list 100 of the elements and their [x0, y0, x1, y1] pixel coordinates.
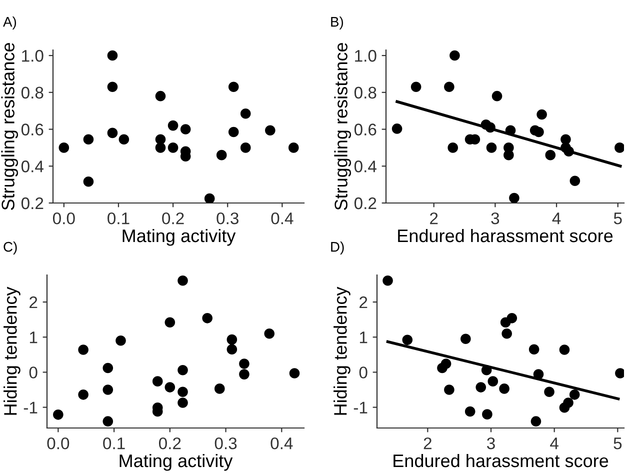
point	[102, 384, 114, 395]
point	[482, 409, 492, 420]
point	[178, 386, 188, 398]
point	[226, 334, 238, 345]
point	[164, 382, 176, 392]
point	[155, 142, 166, 153]
point	[464, 406, 476, 417]
point	[444, 82, 454, 92]
x-tick-label: 0.2	[158, 437, 181, 450]
y-tick-label: 0.2	[354, 197, 376, 210]
point	[569, 390, 580, 400]
x-tick-label: 0.0	[47, 437, 70, 450]
point	[288, 142, 299, 153]
point	[178, 398, 188, 408]
x-tick-label: 5	[614, 438, 622, 450]
point	[534, 126, 544, 138]
chart-title: D)	[331, 242, 344, 254]
x-axis-title: Endured harassment score	[394, 454, 608, 468]
point	[180, 124, 191, 134]
y-axis-title: Struggling resistance	[334, 42, 352, 210]
x-tick-label: 3	[491, 212, 500, 224]
point	[118, 134, 130, 145]
point	[78, 390, 88, 400]
point	[486, 142, 497, 153]
y-tick-label: 2	[360, 296, 368, 308]
y-tick-label: -1	[354, 402, 368, 414]
point	[178, 364, 188, 376]
point	[402, 334, 413, 346]
x-tick-label: 0.1	[108, 212, 130, 224]
point	[116, 335, 126, 346]
point	[544, 386, 554, 398]
point	[202, 313, 212, 324]
point	[239, 369, 250, 380]
chart-title: A)	[3, 16, 16, 30]
point	[528, 344, 540, 355]
x-tick-label: 4	[552, 212, 561, 224]
point	[559, 344, 570, 355]
point	[83, 176, 94, 187]
point	[58, 142, 70, 153]
point	[107, 82, 118, 92]
y-tick-label: 0	[29, 366, 38, 378]
point	[168, 142, 178, 153]
point	[102, 416, 114, 426]
point	[504, 150, 514, 160]
y-tick-label: 0.8	[21, 86, 44, 99]
chart-title: B)	[331, 16, 344, 30]
point	[168, 120, 178, 131]
point	[502, 328, 512, 339]
point	[240, 108, 251, 119]
point	[488, 376, 498, 386]
y-tick-label: 1	[360, 332, 368, 344]
point	[533, 369, 544, 380]
x-tick-label: 0.4	[270, 437, 293, 450]
x-tick-label: 0.3	[214, 437, 237, 450]
x-tick-label: 2	[424, 437, 432, 450]
chart-title: C)	[4, 242, 17, 254]
point	[570, 176, 580, 186]
point	[481, 364, 492, 376]
point	[164, 317, 176, 328]
point	[204, 193, 215, 203]
point	[509, 192, 520, 203]
y-tick-label: 0.8	[354, 86, 376, 99]
point	[53, 410, 64, 420]
x-tick-label: 0.4	[271, 212, 294, 224]
point	[536, 109, 547, 120]
y-tick-label: 0.6	[354, 124, 376, 136]
y-tick-label: 0.6	[21, 124, 44, 136]
point	[506, 313, 518, 324]
point	[545, 150, 556, 160]
point	[614, 142, 624, 153]
point	[228, 126, 239, 138]
point	[382, 275, 393, 286]
point	[214, 384, 225, 394]
point	[505, 125, 516, 136]
x-tick-label: 0.0	[52, 212, 75, 224]
point	[444, 384, 454, 395]
point	[78, 344, 88, 355]
point	[485, 122, 496, 133]
y-tick-label: 1	[30, 332, 38, 344]
point	[155, 90, 166, 102]
x-tick-label: 0.1	[103, 437, 125, 450]
point	[392, 124, 402, 134]
y-axis-title: Hiding tendency	[4, 286, 20, 415]
point	[530, 416, 542, 426]
x-tick-label: 0.2	[162, 212, 184, 224]
x-tick-label: 4	[550, 438, 558, 450]
x-axis-title: Mating activity	[120, 454, 233, 471]
point	[107, 128, 118, 138]
point	[492, 90, 502, 102]
point	[239, 358, 250, 369]
point	[564, 146, 574, 157]
point	[264, 328, 275, 339]
y-axis-title: Hiding tendency	[334, 286, 350, 415]
point	[440, 358, 452, 369]
point	[265, 125, 276, 136]
point	[228, 82, 239, 92]
x-tick-label: 3	[487, 437, 495, 450]
y-tick-label: 0.2	[21, 197, 44, 210]
point	[240, 142, 251, 153]
point	[83, 134, 94, 145]
